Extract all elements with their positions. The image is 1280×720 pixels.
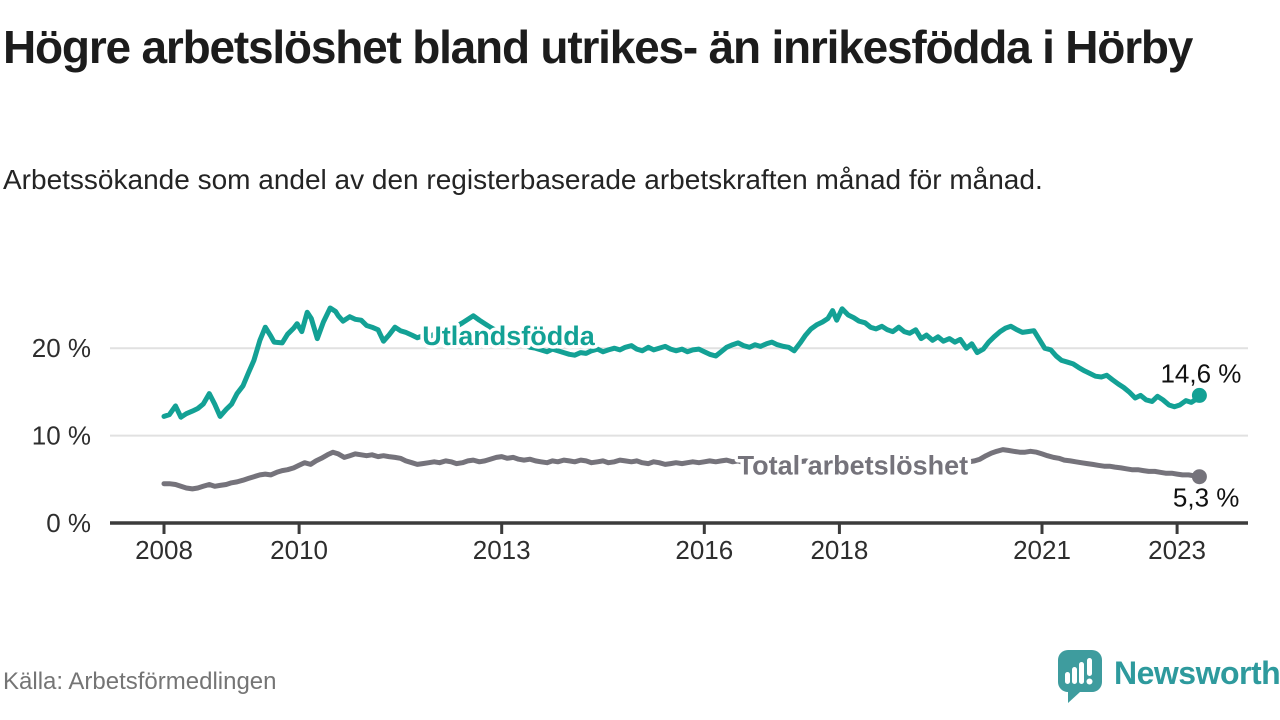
- chart-subtitle: Arbetssökande som andel av den registerb…: [3, 164, 1043, 195]
- y-axis-tick-label: 20 %: [32, 333, 91, 363]
- series-inline-label: Utlandsfödda: [422, 321, 595, 351]
- series-end-dot: [1191, 469, 1207, 485]
- x-axis-tick-label: 2023: [1148, 535, 1206, 565]
- x-axis-tick-label: 2008: [135, 535, 193, 565]
- x-axis-tick-label: 2016: [675, 535, 733, 565]
- speech-bubble-bar-chart-icon: [1058, 650, 1102, 703]
- newsworthy-logo: Newsworthy: [1056, 648, 1280, 706]
- series-end-dot: [1191, 387, 1207, 403]
- series-line-utlandsfodda: [161, 305, 1202, 420]
- brand-name: Newsworthy: [1114, 655, 1280, 691]
- exclamation-dot: [1086, 678, 1093, 685]
- exclamation-bar: [1087, 658, 1092, 676]
- series-end-value-label: 5,3 %: [1173, 483, 1240, 513]
- bar-medium: [1072, 667, 1077, 684]
- x-axis-tick-label: 2013: [473, 535, 531, 565]
- y-axis-tick-label: 0 %: [46, 508, 91, 538]
- series-inline-label: Total arbetslöshet: [738, 450, 969, 480]
- x-axis-tick-label: 2010: [270, 535, 328, 565]
- series-line-total: [161, 447, 1202, 492]
- y-axis-tick-label: 10 %: [32, 421, 91, 451]
- series-end-value-label: 14,6 %: [1160, 358, 1241, 388]
- source-note: Källa: Arbetsförmedlingen: [3, 668, 277, 695]
- page-title: Högre arbetslöshet bland utrikes- än inr…: [3, 21, 1193, 73]
- x-axis-tick-label: 2018: [810, 535, 868, 565]
- bar-small: [1065, 672, 1070, 684]
- x-axis-tick-label: 2021: [1013, 535, 1071, 565]
- bar-tall: [1079, 662, 1084, 684]
